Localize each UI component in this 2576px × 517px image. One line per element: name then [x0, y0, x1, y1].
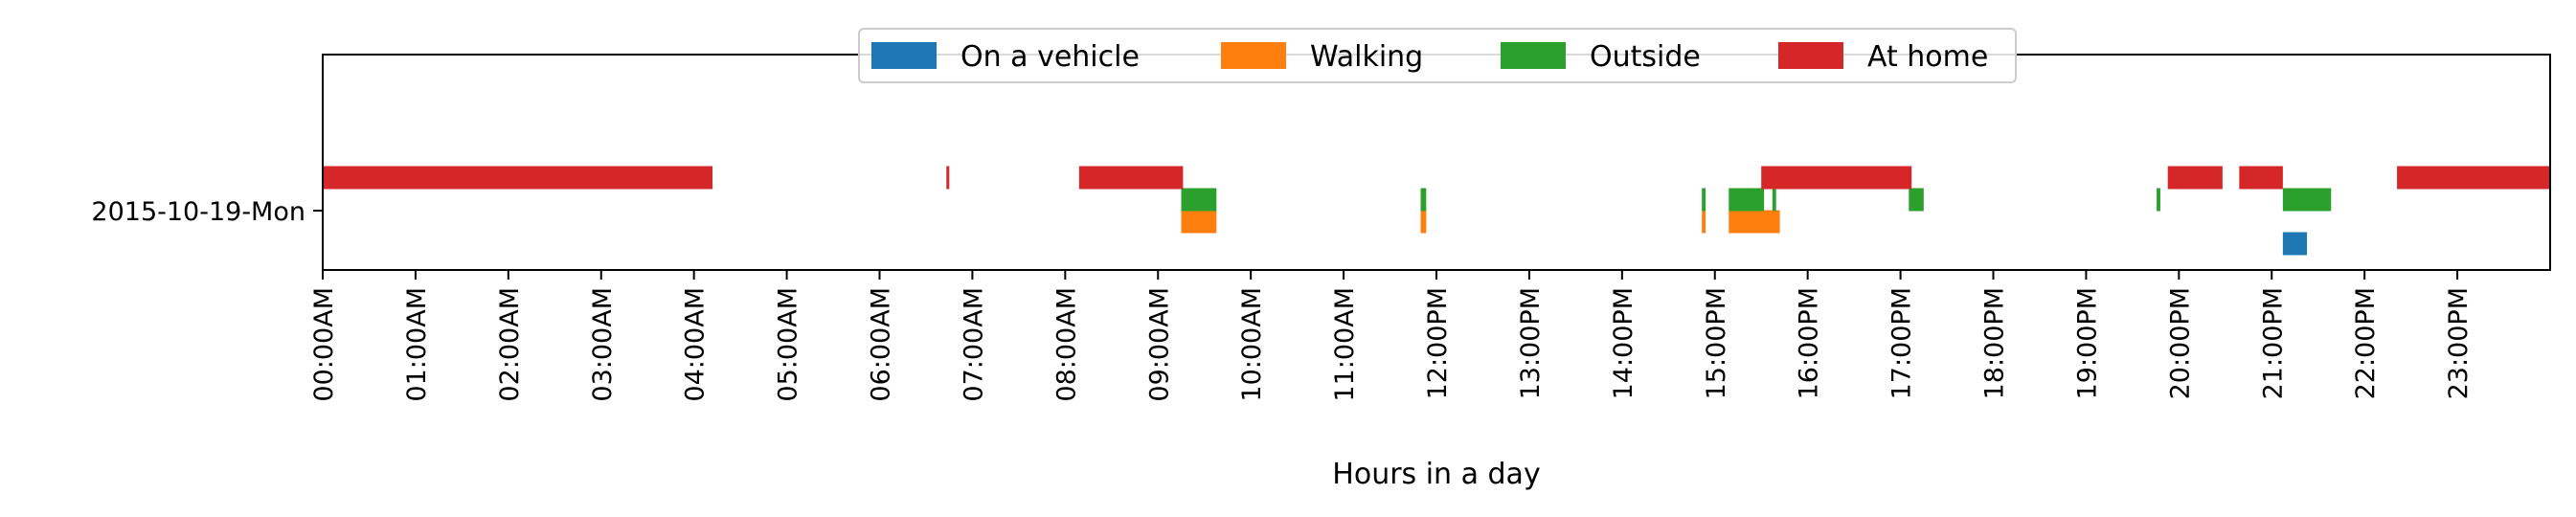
y-axis: 2015-10-19-Mon [91, 197, 323, 227]
x-tick-label: 23:00PM [2444, 287, 2474, 399]
x-tick-label: 02:00AM [495, 287, 525, 402]
bar-at-home-1 [946, 166, 950, 190]
x-tick-label: 12:00PM [1423, 287, 1453, 399]
x-tick-label: 05:00AM [774, 287, 803, 402]
x-tick-label: 11:00AM [1330, 287, 1360, 402]
legend: On a vehicle Walking Outside At home [858, 28, 2017, 83]
bar-outside-1 [1420, 188, 1427, 212]
x-tick-label: 21:00PM [2258, 287, 2288, 399]
legend-box [858, 28, 2017, 83]
x-tick-label: 01:00AM [402, 287, 432, 402]
bar-at-home-0 [323, 166, 713, 190]
x-tick-label: 16:00PM [1795, 287, 1824, 399]
bar-on-a-vehicle-0 [2282, 232, 2308, 256]
bar-outside-4 [1772, 188, 1776, 212]
x-tick-label: 09:00AM [1144, 287, 1174, 402]
bar-walking-1 [1420, 210, 1427, 234]
x-tick-label: 08:00AM [1051, 287, 1081, 402]
x-tick-label: 13:00PM [1516, 287, 1546, 399]
legend-entry-label: On a vehicle [960, 40, 1140, 74]
bar-at-home-2 [1078, 166, 1184, 190]
bar-at-home-4 [2167, 166, 2223, 190]
x-tick-label: 07:00AM [959, 287, 988, 402]
legend-entry-label: Outside [1590, 40, 1701, 74]
x-tick-label: 03:00AM [588, 287, 618, 402]
y-tick-label: 2015-10-19-Mon [91, 197, 305, 227]
x-tick-label: 15:00PM [1702, 287, 1731, 399]
x-tick-label: 14:00PM [1609, 287, 1638, 399]
bar-outside-5 [1909, 188, 1924, 212]
x-tick-label: 18:00PM [1980, 287, 2010, 399]
x-axis: 00:00AM 01:00AM 02:00AM 03:00AM 04:00AM 05:00… [309, 270, 2474, 402]
bar-at-home-6 [2397, 166, 2550, 190]
bars-layer [323, 166, 2550, 256]
x-tick-label: 06:00AM [867, 287, 896, 402]
x-tick-label: 22:00PM [2351, 287, 2381, 399]
x-tick-label: 17:00PM [1887, 287, 1917, 399]
x-tick-label: 00:00AM [309, 287, 339, 402]
x-tick-label: 10:00AM [1237, 287, 1267, 402]
bar-outside-0 [1181, 188, 1217, 212]
x-tick-label: 20:00PM [2165, 287, 2195, 399]
bar-at-home-5 [2239, 166, 2283, 190]
plot-frame [322, 54, 2551, 271]
legend-entry-label: At home [1867, 40, 1988, 74]
bar-walking-0 [1181, 210, 1217, 234]
bar-outside-2 [1702, 188, 1706, 212]
legend-swatch [1501, 42, 1566, 69]
bar-outside-7 [2282, 188, 2332, 212]
legend-swatch [871, 42, 937, 69]
bar-outside-6 [2157, 188, 2160, 212]
x-tick-label: 04:00AM [681, 287, 711, 402]
bar-outside-3 [1729, 188, 1765, 212]
x-tick-label: 19:00PM [2072, 287, 2102, 399]
legend-entry-label: Walking [1310, 40, 1423, 74]
bar-at-home-3 [1761, 166, 1912, 190]
legend-swatch [1221, 42, 1286, 69]
bar-walking-3 [1729, 210, 1780, 234]
x-axis-label: Hours in a day [1332, 458, 1540, 491]
bar-walking-2 [1702, 210, 1706, 234]
legend-swatch [1778, 42, 1843, 69]
